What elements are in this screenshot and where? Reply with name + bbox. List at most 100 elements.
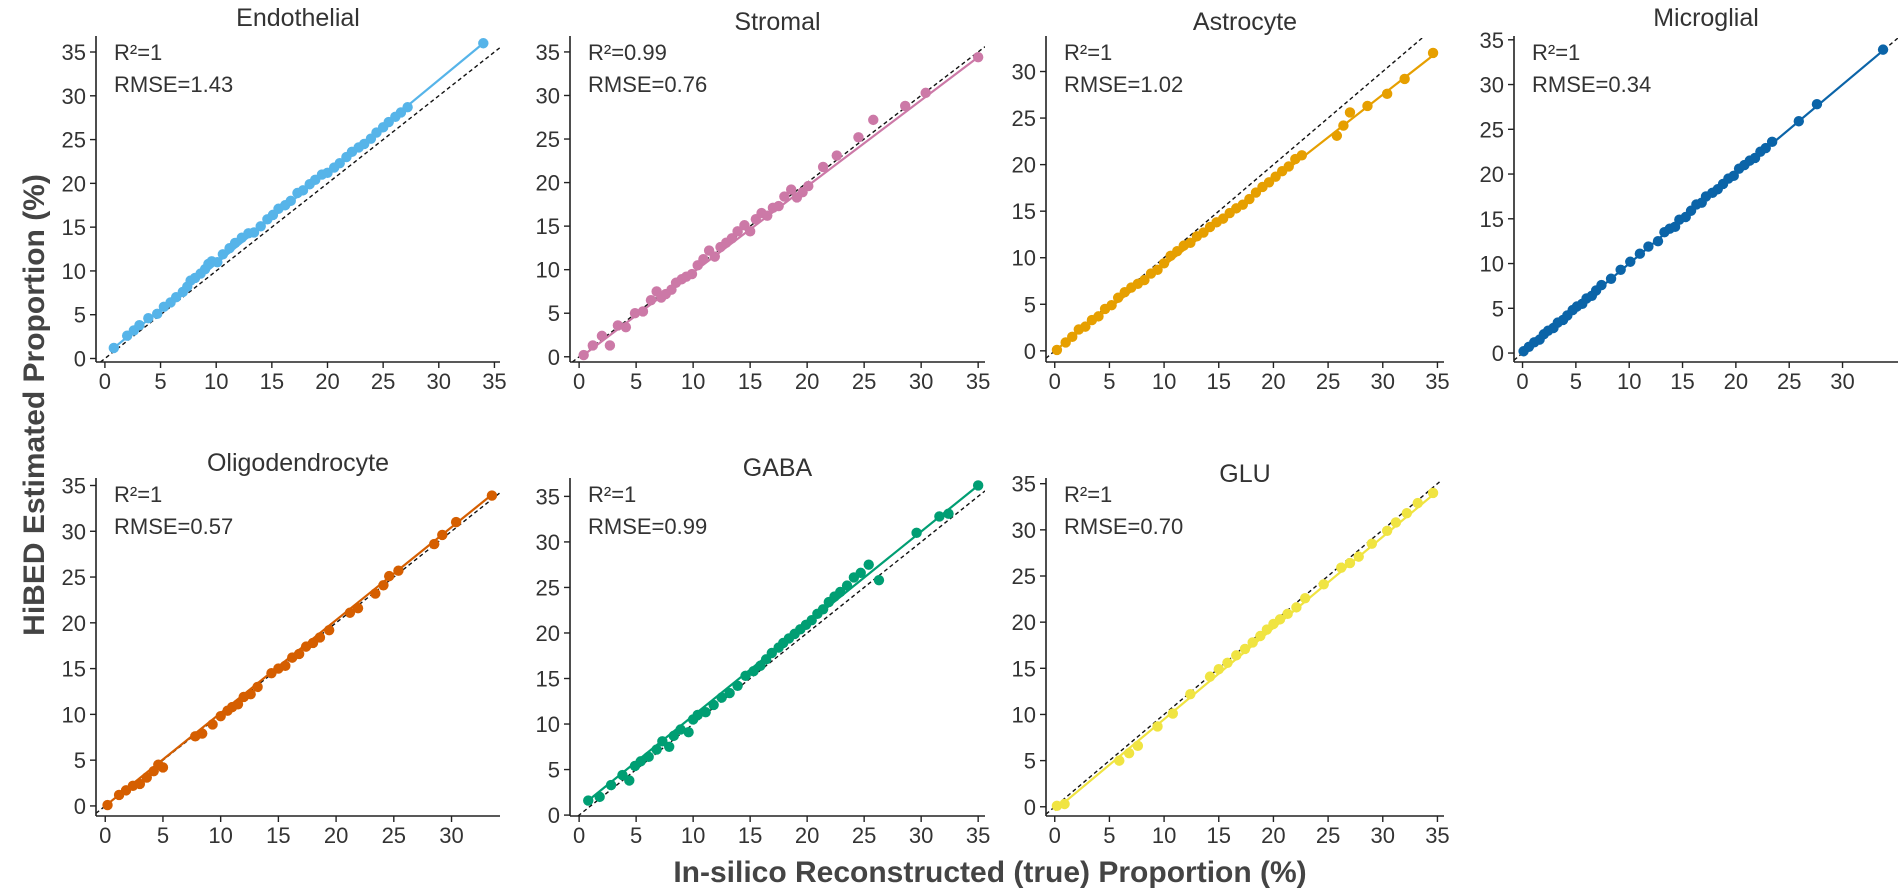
r2-annotation: R²=1 [1064,40,1112,65]
panel-title: GLU [1219,460,1270,488]
data-point [1296,150,1308,161]
x-tick-label: 15 [266,823,290,848]
data-point [1231,650,1242,661]
data-point [1139,274,1150,286]
x-tick-label: 25 [382,823,406,848]
y-tick-label: 25 [536,575,560,600]
x-tick-label: 30 [439,823,463,848]
y-tick-label: 35 [1012,472,1036,497]
panel-oligodendrocyte: Oligodendrocyte 0 5 10 15 20 25 30 0 5 10 15 20 25 30 3… [62,449,500,848]
x-tick-label: 30 [1830,369,1854,394]
y-tick-label: 0 [548,803,560,828]
y-tick-label: 30 [536,83,560,108]
data-point [587,340,599,351]
x-tick-label: 35 [1425,369,1449,394]
data-point [393,565,404,576]
y-tick-label: 0 [548,345,560,370]
data-point [1353,551,1364,562]
y-tick-label: 30 [1480,73,1504,98]
x-tick-label: 15 [1207,823,1231,848]
data-point [578,349,589,361]
data-point [1793,116,1805,127]
y-tick-label: 15 [536,667,560,692]
y-tick-label: 0 [1024,339,1036,364]
y-tick-label: 5 [548,758,560,783]
data-point [651,744,662,755]
x-tick-label: 20 [795,369,819,394]
data-point [1255,630,1266,642]
data-point [744,226,756,237]
y-tick-label: 5 [1492,296,1504,321]
y-tick-label: 5 [1024,292,1036,317]
x-tick-label: 20 [1261,823,1285,848]
data-point [143,313,154,324]
data-point [383,570,395,582]
y-tick-label: 25 [62,128,86,153]
y-tick-label: 10 [1012,702,1036,727]
panels: Endothelial 0 5 10 15 20 25 30 35 0 5 10 15 20 25 30 35 R… [62,4,1898,848]
data-point [943,508,954,519]
data-point [1282,608,1293,620]
x-tick-label: 25 [1316,369,1340,394]
rmse-annotation: RMSE=0.57 [114,514,233,539]
rmse-annotation: RMSE=1.43 [114,72,233,97]
data-point [1283,161,1294,172]
x-tick-label: 20 [1261,369,1285,394]
y-tick-label: 20 [62,611,86,636]
x-tick-label: 10 [1152,369,1176,394]
data-point [863,559,874,570]
x-tick-label: 30 [909,823,933,848]
data-point [675,724,686,735]
y-tick-label: 10 [536,712,560,737]
x-tick-label: 0 [1516,369,1528,394]
data-point [280,660,291,672]
data-point [334,158,345,169]
data-point [152,308,163,320]
x-tick-label: 0 [573,369,585,394]
r2-annotation: R²=1 [588,482,636,507]
data-point [1152,721,1163,732]
y-tick-label: 0 [1492,341,1504,366]
data-point [683,727,694,738]
data-point [1344,107,1356,118]
y-tick-label: 25 [1012,564,1036,589]
data-point [255,221,266,232]
data-point [972,480,984,491]
y-tick-label: 30 [536,530,560,555]
data-point [1213,664,1224,675]
data-point [323,624,335,636]
data-point [1811,99,1823,110]
data-point [1427,47,1439,59]
y-tick-label: 0 [74,346,86,371]
y-tick-label: 15 [62,657,86,682]
data-point [1877,44,1889,55]
rmse-annotation: RMSE=0.99 [588,514,707,539]
r2-annotation: R²=1 [1532,40,1580,65]
y-tick-label: 25 [62,565,86,590]
data-point [1766,136,1778,148]
data-point [1728,170,1739,182]
data-point [1132,740,1144,752]
y-tick-label: 10 [62,259,86,284]
x-tick-label: 30 [1371,369,1395,394]
y-tick-label: 5 [74,303,86,328]
data-point [920,87,931,99]
data-point [102,799,113,811]
data-point [604,340,616,351]
y-tick-label: 15 [62,215,86,240]
data-point [217,249,229,260]
panel-title: Stromal [734,8,820,36]
r2-annotation: R²=1 [114,40,162,65]
y-tick-label: 35 [62,40,86,65]
panel-gaba: GABA 0 5 10 15 20 25 30 35 0 5 10 15 20 25 30 35 R²=1 RMSE… [536,454,991,848]
x-tick-label: 20 [795,823,819,848]
data-point [307,637,319,649]
data-point [1158,258,1170,269]
x-tick-label: 35 [966,823,990,848]
x-tick-label: 10 [204,369,228,394]
rmse-annotation: RMSE=0.76 [588,72,707,97]
data-point [1239,643,1251,655]
x-tick-label: 0 [99,369,111,394]
data-point [1366,538,1378,549]
data-point [1051,344,1063,356]
